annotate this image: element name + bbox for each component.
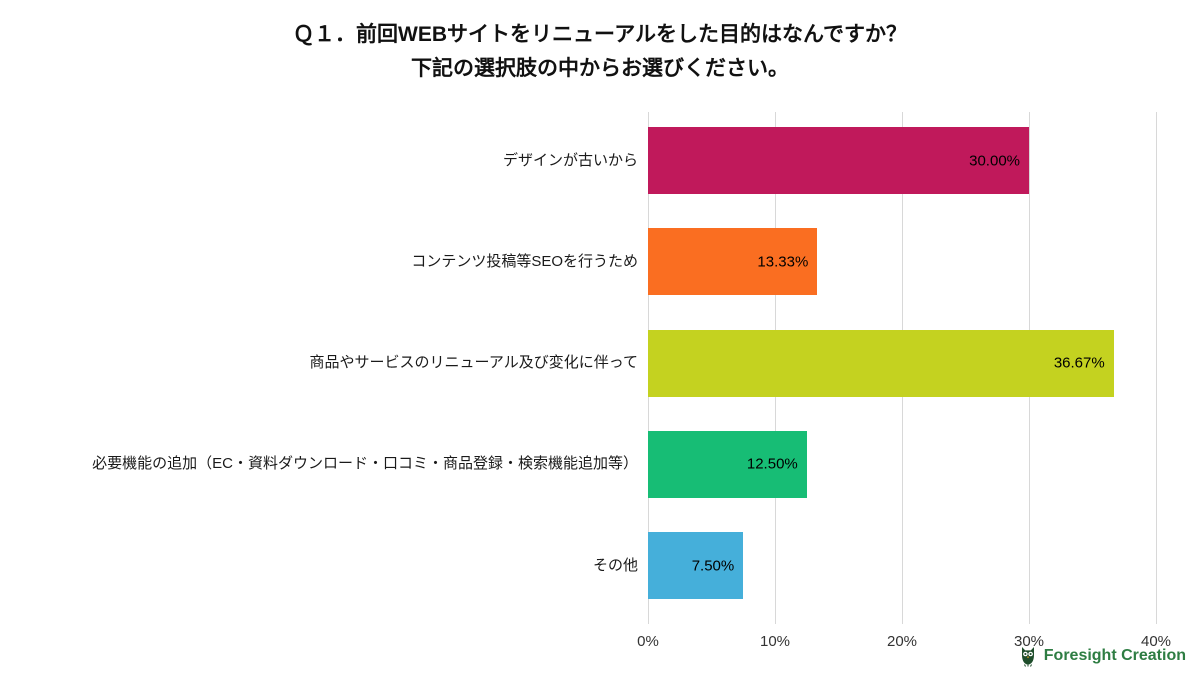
value-label: 30.00% — [969, 152, 1020, 169]
chart-title: Ｑ１．前回WEBサイトをリニューアルをした目的はなんですか？ 下記の選択肢の中か… — [0, 18, 1200, 86]
owl-icon — [1018, 645, 1038, 667]
value-label: 36.67% — [1053, 354, 1105, 372]
gridline — [1156, 112, 1157, 624]
brand-logo: Foresight Creation — [1018, 645, 1186, 667]
x-tick-label: 10% — [759, 633, 791, 650]
bar-row: デザインが古いから 30.00% — [0, 127, 1200, 194]
category-label: その他 — [592, 556, 638, 574]
brand-name: Foresight Creation — [1043, 647, 1186, 664]
bar-row: 必要機能の追加（EC・資料ダウンロード・口コミ・商品登録・検索機能追加等） 12.… — [0, 430, 1200, 498]
value-label: 13.33% — [757, 253, 809, 271]
x-tick-label: 20% — [886, 633, 918, 650]
x-tick-label: 0% — [637, 633, 659, 650]
x-tick-label: 30% — [1013, 633, 1045, 650]
bar: 36.67% — [648, 329, 1114, 397]
category-label: デザインが古いから — [502, 151, 638, 169]
bar-row: コンテンツ投稿等SEOを行うため 13.33% — [0, 228, 1200, 296]
bar: 12.50% — [648, 430, 807, 498]
chart-title-line-1: Ｑ１．前回WEBサイトをリニューアルをした目的はなんですか？ — [293, 23, 907, 46]
x-tick-label: 40% — [1140, 633, 1172, 650]
category-label: 必要機能の追加（EC・資料ダウンロード・口コミ・商品登録・検索機能追加等） — [92, 455, 638, 473]
bar: 7.50% — [648, 532, 744, 599]
value-label: 12.50% — [746, 455, 798, 473]
bar: 13.33% — [648, 228, 818, 296]
bar-row: その他 7.50% — [0, 532, 1200, 599]
category-label: コンテンツ投稿等SEOを行うため — [411, 252, 638, 270]
chart-title-line-2: 下記の選択肢の中からお選びください。 — [411, 57, 789, 80]
value-label: 7.50% — [691, 557, 735, 574]
bar-row: 商品やサービスのリニューアル及び変化に伴って 36.67% — [0, 329, 1200, 397]
bar: 30.00% — [648, 127, 1029, 194]
category-label: 商品やサービスのリニューアル及び変化に伴って — [309, 354, 638, 371]
